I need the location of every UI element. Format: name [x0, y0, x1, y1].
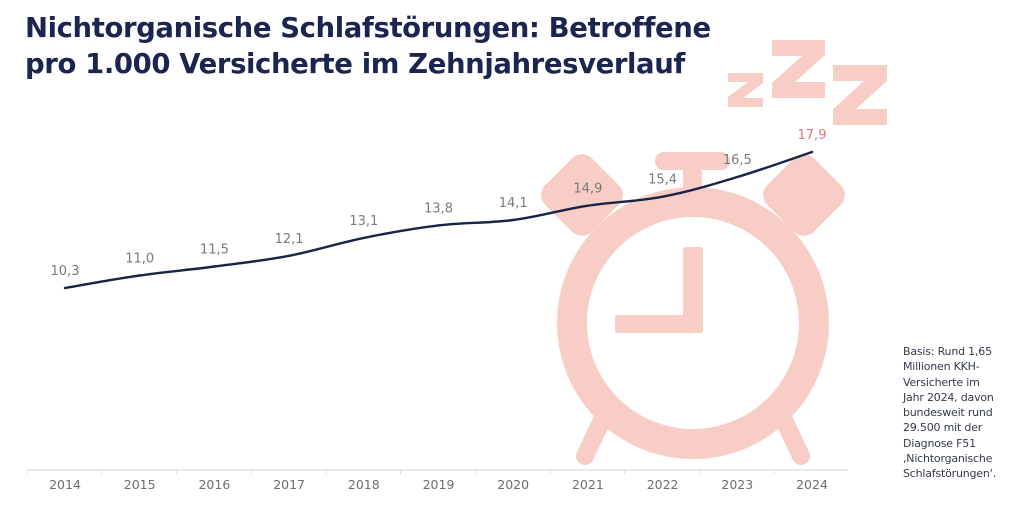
x-tick-label: 2024	[796, 477, 828, 492]
x-tick-label: 2016	[198, 477, 230, 492]
x-tick-label: 2019	[423, 477, 455, 492]
data-point	[213, 265, 216, 268]
clock-leg-left	[576, 409, 612, 465]
footnote: Basis: Rund 1,65 Millionen KKH- Versichert…	[903, 344, 1021, 482]
data-point	[810, 150, 814, 154]
clock-bell-right	[763, 154, 845, 236]
x-tick-label: 2014	[49, 477, 81, 492]
footnote-line: Schlafstörungen‘.	[903, 467, 997, 481]
data-labels: 10,3 11,0 11,5 12,1 13,1 13,8 14,1 14,9 15,4 16,5…	[51, 128, 827, 279]
data-label: 13,8	[424, 201, 453, 216]
zzz-small-z	[728, 73, 763, 107]
chart-title-line-2: pro 1.000 Versicherte im Zehnjahresverla…	[25, 48, 685, 80]
data-point	[138, 274, 141, 277]
footnote-line: Jahr 2024, davon	[903, 390, 994, 404]
footnote-line: Versicherte im	[903, 375, 980, 389]
chart-title-line-1: Nichtorganische Schlafstörungen: Betroff…	[25, 12, 711, 44]
alarm-clock-icon	[541, 152, 845, 465]
data-point	[586, 204, 590, 207]
x-tick-label: 2022	[647, 477, 679, 492]
data-point	[63, 286, 67, 290]
clock-hand-minute	[615, 315, 703, 333]
data-label: 12,1	[275, 232, 304, 247]
zzz-large-z	[833, 65, 887, 125]
x-tick-label: 2015	[124, 477, 156, 492]
data-point	[512, 218, 515, 222]
series-points	[63, 150, 814, 290]
data-point	[362, 236, 365, 240]
clock-hand-hour	[683, 247, 703, 333]
x-tick-label: 2018	[348, 477, 380, 492]
footnote-line: Basis: Rund 1,65	[903, 345, 992, 358]
data-point	[661, 195, 664, 198]
data-label: 15,4	[648, 173, 677, 188]
x-tick-label: 2017	[273, 477, 305, 492]
data-label: 13,1	[349, 214, 378, 229]
footnote-line: ‚Nichtorganische	[903, 452, 993, 466]
data-label: 17,9	[798, 128, 827, 143]
chart-title: Nichtorganische Schlafstörungen: Betroff…	[25, 10, 745, 82]
zzz-medium-z	[772, 40, 825, 98]
zzz-icon	[728, 40, 887, 125]
data-label: 11,5	[200, 243, 229, 258]
data-point	[287, 254, 291, 257]
data-label: 14,9	[573, 182, 602, 197]
footnote-line: Millionen KKH-	[903, 360, 980, 374]
x-axis-ticks	[26, 470, 775, 474]
data-point	[437, 224, 440, 227]
x-tick-label: 2023	[721, 477, 753, 492]
data-label: 16,5	[723, 153, 752, 168]
footnote-line: Diagnose F51	[903, 436, 976, 450]
clock-ring	[557, 187, 829, 459]
x-tick-label: 2020	[497, 477, 529, 492]
data-label: 11,0	[125, 251, 154, 266]
data-point	[736, 175, 739, 179]
x-tick-label: 2021	[572, 477, 604, 492]
data-label: 10,3	[51, 264, 80, 279]
data-label: 14,1	[499, 196, 528, 211]
footnote-line: bundesweit rund	[903, 406, 993, 420]
clock-bell-left	[541, 154, 623, 236]
footnote-line: 29.500 mit der	[903, 421, 983, 435]
clock-leg-right	[774, 409, 810, 465]
x-axis-labels: 2014 2015 2016 2017 2018 2019 2020 2021 2022 2023…	[49, 477, 828, 492]
